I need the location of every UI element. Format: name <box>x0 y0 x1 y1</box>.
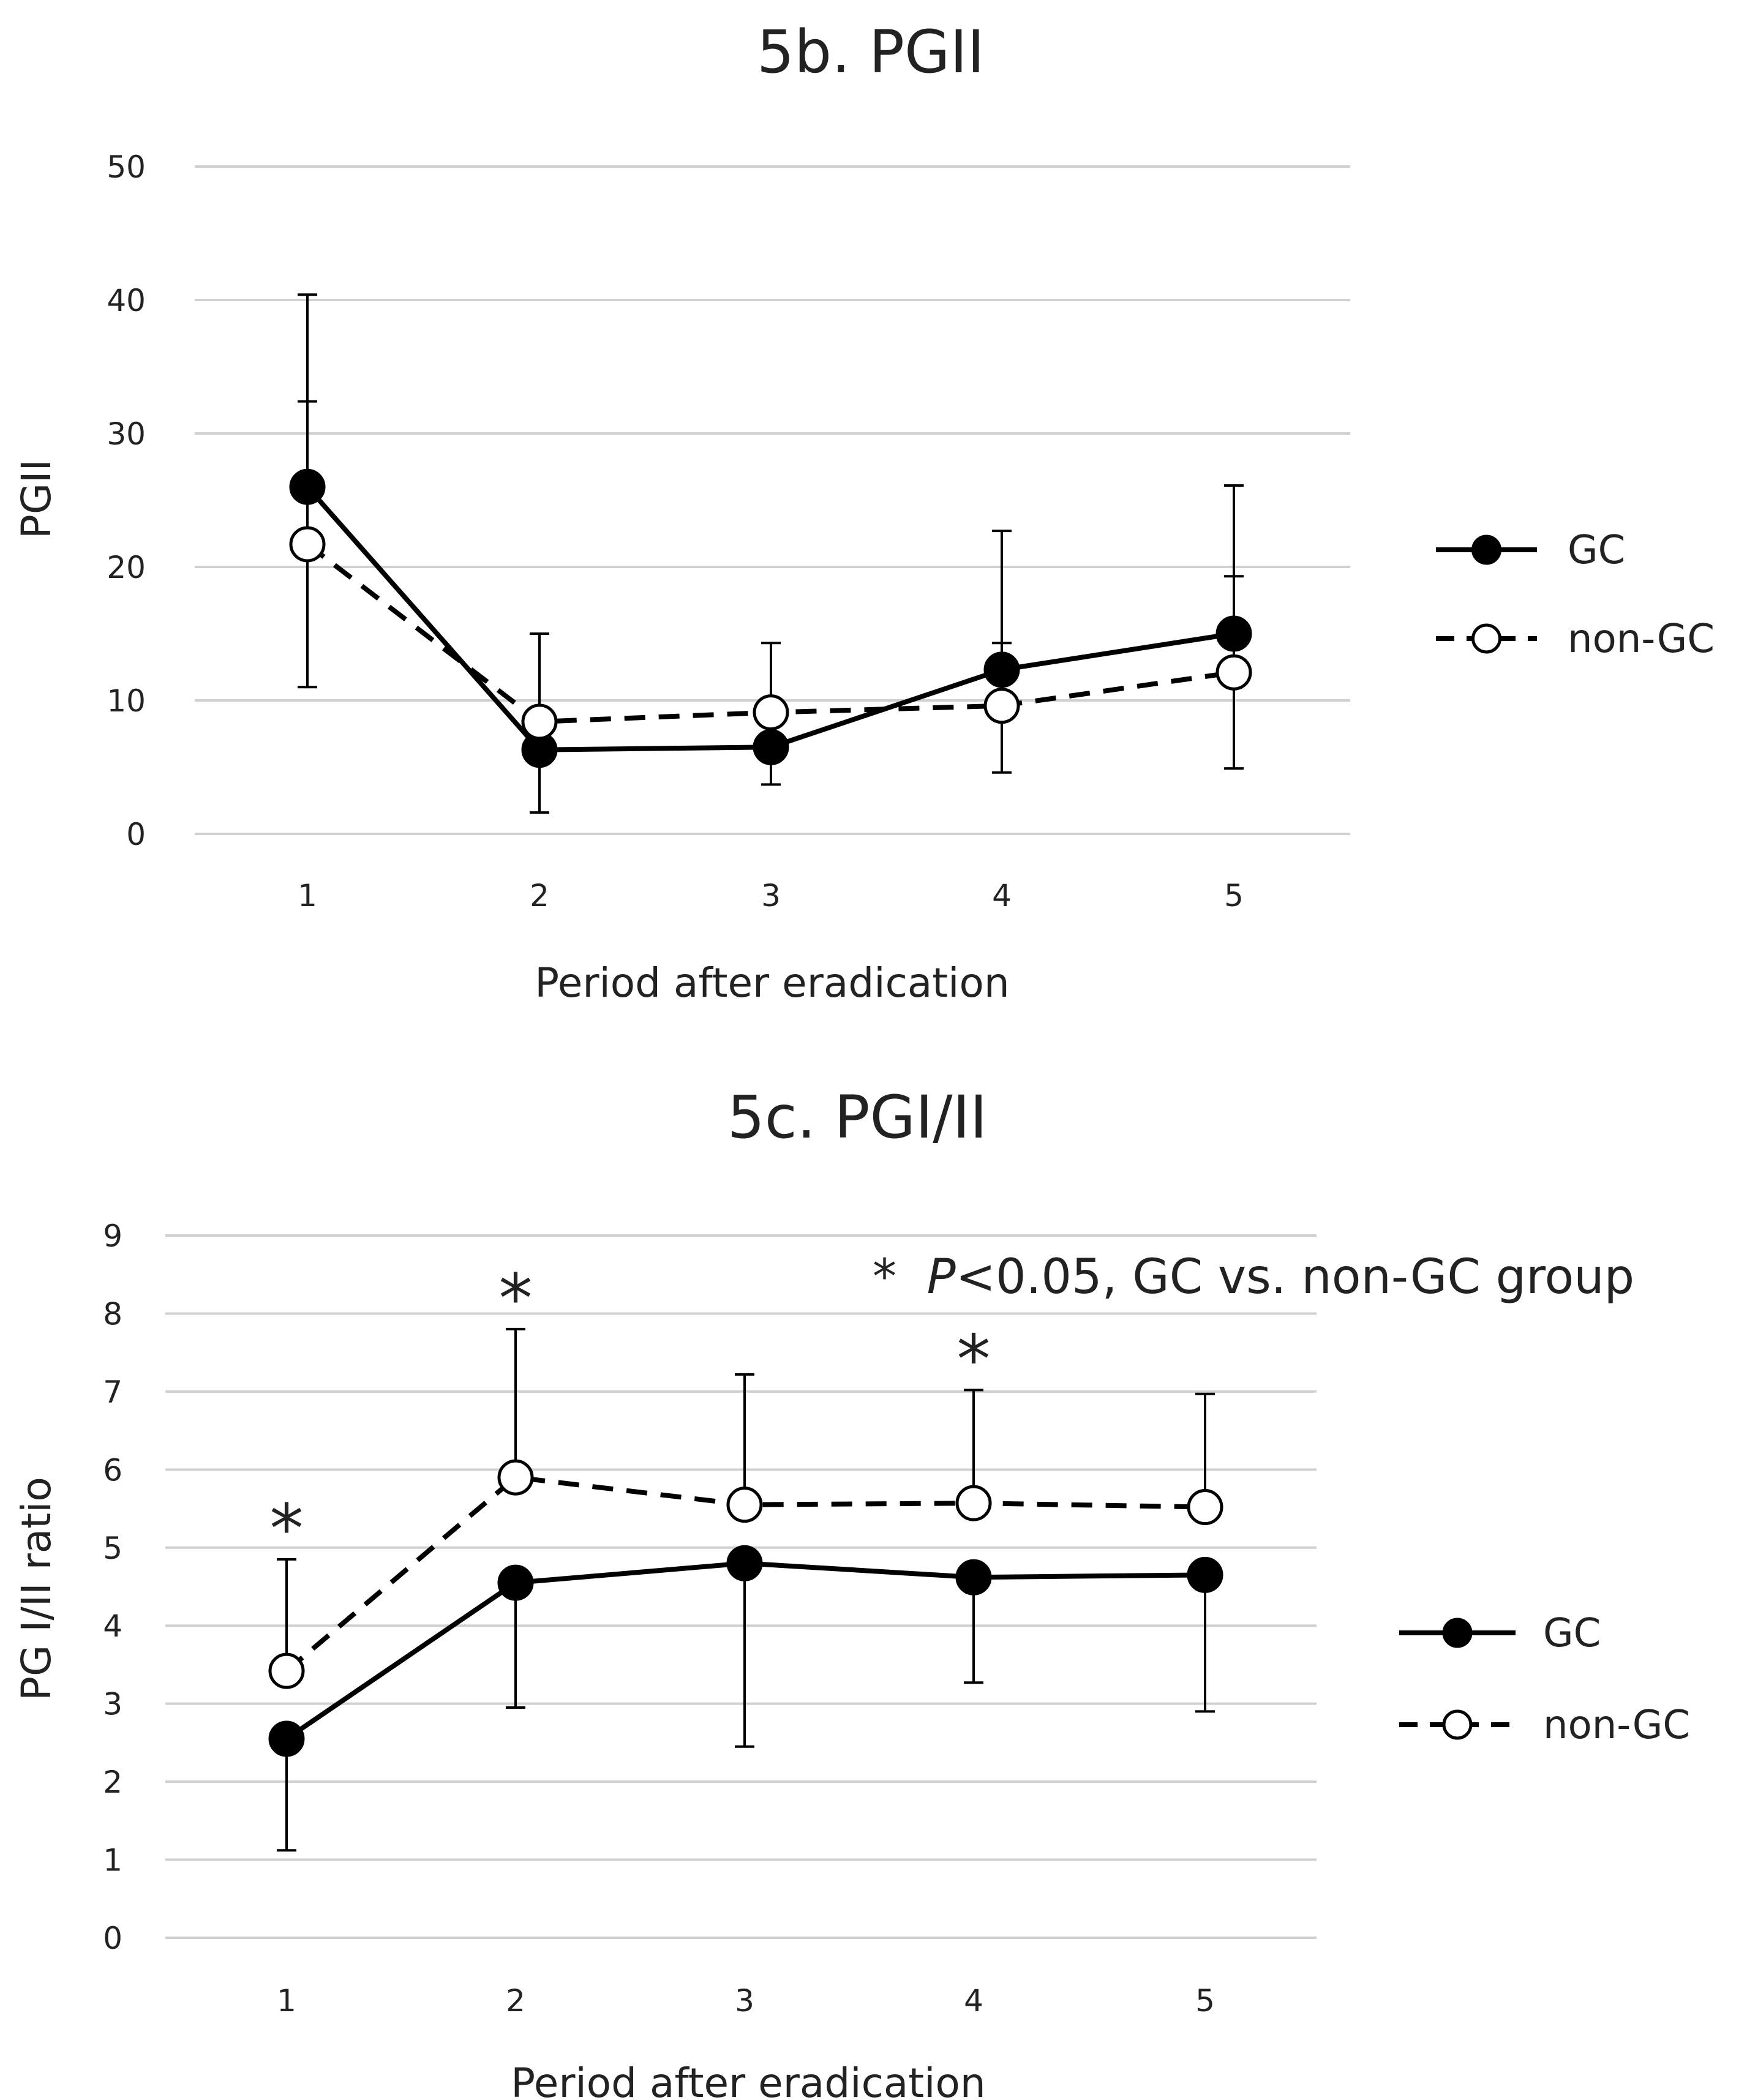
x-tick-label: 3 <box>735 1983 754 2019</box>
significance-star: * <box>957 1320 991 1398</box>
chart-pgi-ii-ratio: 5c. PGI/II 0 1 2 3 4 5 6 7 8 9 1 2 3 4 5 Period after er… <box>13 1083 1690 2100</box>
data-point-non-gc <box>1187 1489 1223 1526</box>
significance-note: * P<0.05, GC vs. non-GC group <box>873 1250 1634 1305</box>
y-tick-label: 20 <box>107 550 146 585</box>
significance-note-p: P <box>927 1250 956 1305</box>
legend-item-non-gc: non-GC <box>1399 1703 1690 1748</box>
legend-marker-non-gc <box>1471 623 1501 654</box>
chart-title: 5c. PGI/II <box>727 1083 987 1152</box>
legend-item-gc: GC <box>1399 1611 1601 1656</box>
significance-note-space <box>896 1250 927 1305</box>
error-bar-non-gc-upper <box>735 1373 754 1505</box>
error-bar-gc-lower <box>735 1563 754 1748</box>
legend-marker-non-gc <box>1442 1709 1473 1740</box>
significance-star: * <box>270 1490 304 1568</box>
y-axis-label: PGII <box>13 459 60 539</box>
legend-marker-gc <box>1442 1618 1473 1648</box>
x-tick-label: 4 <box>964 1983 983 2019</box>
y-tick-label: 7 <box>103 1374 122 1410</box>
data-point-non-gc <box>289 526 326 563</box>
y-tick-label: 0 <box>126 817 146 852</box>
data-point-gc <box>1187 1556 1223 1593</box>
significance-note-symbol: * <box>873 1250 896 1305</box>
legend-item-non-gc: non-GC <box>1436 617 1715 662</box>
error-bar-gc-lower <box>277 1739 296 1852</box>
y-tick-label: 0 <box>103 1921 122 1956</box>
data-point-gc <box>1215 615 1252 652</box>
data-point-non-gc <box>726 1487 763 1523</box>
data-point-non-gc <box>753 694 789 731</box>
legend-label-non-gc: non-GC <box>1543 1703 1690 1748</box>
error-bar-gc-lower <box>506 1583 525 1709</box>
data-point-gc <box>955 1559 992 1596</box>
y-tick-label: 40 <box>107 283 146 318</box>
error-bar-non-gc-upper <box>506 1327 525 1478</box>
data-point-non-gc <box>521 703 558 740</box>
y-tick-label: 6 <box>103 1452 122 1488</box>
y-tick-label: 50 <box>107 149 146 185</box>
error-bar-non-gc-upper <box>277 1558 296 1671</box>
y-tick-label: 5 <box>103 1531 122 1566</box>
data-point-gc <box>753 729 789 765</box>
significance-note-text: <0.05, GC vs. non-GC group <box>956 1250 1635 1305</box>
error-bar-non-gc-upper <box>964 1389 983 1504</box>
chart-title: 5b. PGII <box>757 18 985 86</box>
significance-star: * <box>499 1259 533 1338</box>
data-point-gc <box>726 1545 763 1581</box>
legend-item-gc: GC <box>1436 528 1625 573</box>
y-tick-label: 4 <box>103 1608 122 1644</box>
x-tick-label: 3 <box>761 878 781 913</box>
y-tick-label: 1 <box>103 1843 122 1878</box>
x-tick-label: 4 <box>992 878 1012 913</box>
data-point-gc <box>983 651 1020 688</box>
error-bar-gc-lower <box>1195 1575 1215 1713</box>
y-tick-label: 30 <box>107 416 146 452</box>
chart-pgii: 5b. PGII 0 10 20 30 40 50 1 2 3 4 5 Period after era… <box>13 18 1715 1007</box>
data-point-gc <box>289 468 326 505</box>
data-point-gc <box>497 1564 534 1601</box>
y-axis-label: PG I/II ratio <box>13 1477 60 1701</box>
data-point-non-gc <box>983 688 1020 724</box>
x-tick-label: 2 <box>530 878 549 913</box>
data-point-non-gc <box>497 1459 534 1496</box>
x-tick-label: 1 <box>277 1983 296 2019</box>
data-point-non-gc <box>955 1485 992 1521</box>
y-tick-label: 3 <box>103 1687 122 1722</box>
legend-label-non-gc: non-GC <box>1568 617 1715 662</box>
y-tick-label: 9 <box>103 1218 122 1254</box>
error-bar-non-gc-upper <box>1195 1392 1215 1507</box>
legend-label-gc: GC <box>1568 528 1625 573</box>
x-tick-label: 2 <box>506 1983 525 2019</box>
legend-label-gc: GC <box>1543 1611 1601 1656</box>
y-tick-label: 2 <box>103 1764 122 1800</box>
data-point-gc <box>268 1720 305 1757</box>
x-axis-label: Period after eradication <box>535 959 1009 1007</box>
y-tick-label: 8 <box>103 1296 122 1332</box>
data-point-non-gc <box>1215 654 1252 691</box>
x-tick-label: 5 <box>1224 878 1244 913</box>
data-point-non-gc <box>268 1652 305 1689</box>
x-tick-label: 5 <box>1195 1983 1215 2019</box>
x-tick-label: 1 <box>298 878 317 913</box>
legend-marker-gc <box>1471 534 1501 565</box>
y-tick-label: 10 <box>107 683 146 719</box>
x-axis-label: Period after eradication <box>511 2060 985 2100</box>
